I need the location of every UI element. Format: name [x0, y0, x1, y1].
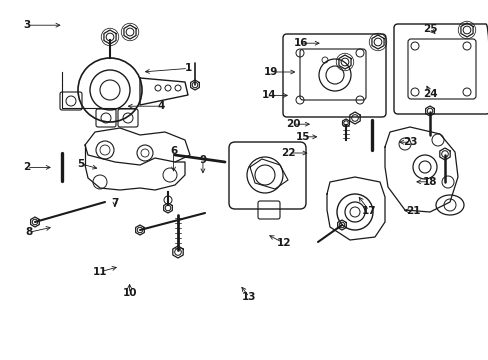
Text: 21: 21 — [405, 206, 420, 216]
Text: 17: 17 — [361, 206, 376, 216]
Text: 5: 5 — [77, 159, 84, 169]
Text: 8: 8 — [26, 227, 33, 237]
Text: 2: 2 — [23, 162, 30, 172]
Text: 25: 25 — [422, 24, 437, 34]
Text: 14: 14 — [261, 90, 276, 100]
Text: 7: 7 — [111, 198, 119, 208]
Text: 23: 23 — [403, 137, 417, 147]
Text: 10: 10 — [122, 288, 137, 298]
Text: 13: 13 — [242, 292, 256, 302]
Text: 22: 22 — [281, 148, 295, 158]
Text: 12: 12 — [276, 238, 290, 248]
Text: 6: 6 — [170, 146, 177, 156]
Text: 18: 18 — [422, 177, 437, 187]
Text: 19: 19 — [264, 67, 278, 77]
Text: 1: 1 — [184, 63, 191, 73]
Text: 16: 16 — [293, 38, 307, 48]
Text: 4: 4 — [157, 101, 165, 111]
Text: 20: 20 — [285, 119, 300, 129]
Text: 3: 3 — [23, 20, 30, 30]
Text: 15: 15 — [295, 132, 310, 142]
Text: 11: 11 — [93, 267, 107, 277]
Text: 9: 9 — [199, 155, 206, 165]
Text: 24: 24 — [422, 89, 437, 99]
